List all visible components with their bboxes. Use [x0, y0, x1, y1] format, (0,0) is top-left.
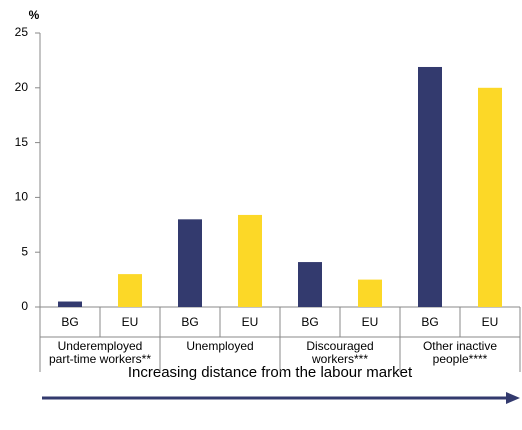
bar	[178, 219, 202, 307]
series-label: EU	[482, 315, 499, 329]
series-label: EU	[242, 315, 259, 329]
series-label: EU	[362, 315, 379, 329]
bar	[358, 279, 382, 307]
y-tick-label: 5	[21, 244, 28, 258]
x-axis-label: Increasing distance from the labour mark…	[128, 364, 413, 381]
bar	[58, 301, 82, 307]
y-tick-label: 25	[15, 25, 29, 39]
y-tick-label: 20	[15, 80, 29, 94]
series-label: BG	[421, 315, 438, 329]
bar	[298, 262, 322, 307]
category-label: Underemployed part-time workers**	[48, 339, 152, 366]
bar	[478, 87, 502, 307]
arrow-head	[506, 392, 520, 404]
y-tick-label: 0	[21, 299, 28, 313]
bar	[238, 214, 262, 307]
category-label: Unemployed	[186, 339, 254, 353]
series-label: EU	[122, 315, 139, 329]
series-label: BG	[301, 315, 318, 329]
y-tick-label: 15	[15, 135, 29, 149]
series-label: BG	[61, 315, 78, 329]
series-label: BG	[181, 315, 198, 329]
y-axis-label: %	[29, 8, 40, 22]
bar	[418, 66, 442, 307]
category-label: Discouraged workers***	[306, 339, 374, 366]
category-label: Other inactive people****	[422, 339, 498, 366]
bar	[118, 274, 142, 307]
y-tick-label: 10	[15, 190, 29, 204]
